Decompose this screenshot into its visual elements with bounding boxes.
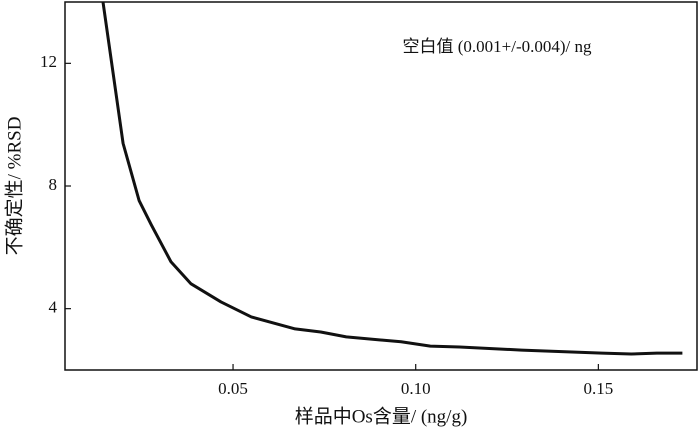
y-tick-label: 4: [49, 298, 58, 317]
x-axis-label: 样品中Os含量/ (ng/g): [295, 405, 468, 427]
x-tick-label: 0.15: [583, 379, 613, 398]
x-tick-label: 0.05: [218, 379, 248, 398]
y-tick-label: 12: [40, 52, 57, 71]
data-line: [101, 1, 683, 356]
y-tick-label: 8: [49, 175, 58, 194]
x-tick-label: 0.10: [401, 379, 431, 398]
annotation: 空白值 (0.001+/-0.004)/ ng: [402, 37, 592, 56]
y-axis-label: 不确定性/ %RSD: [3, 117, 25, 256]
plot-frame: [64, 1, 698, 371]
